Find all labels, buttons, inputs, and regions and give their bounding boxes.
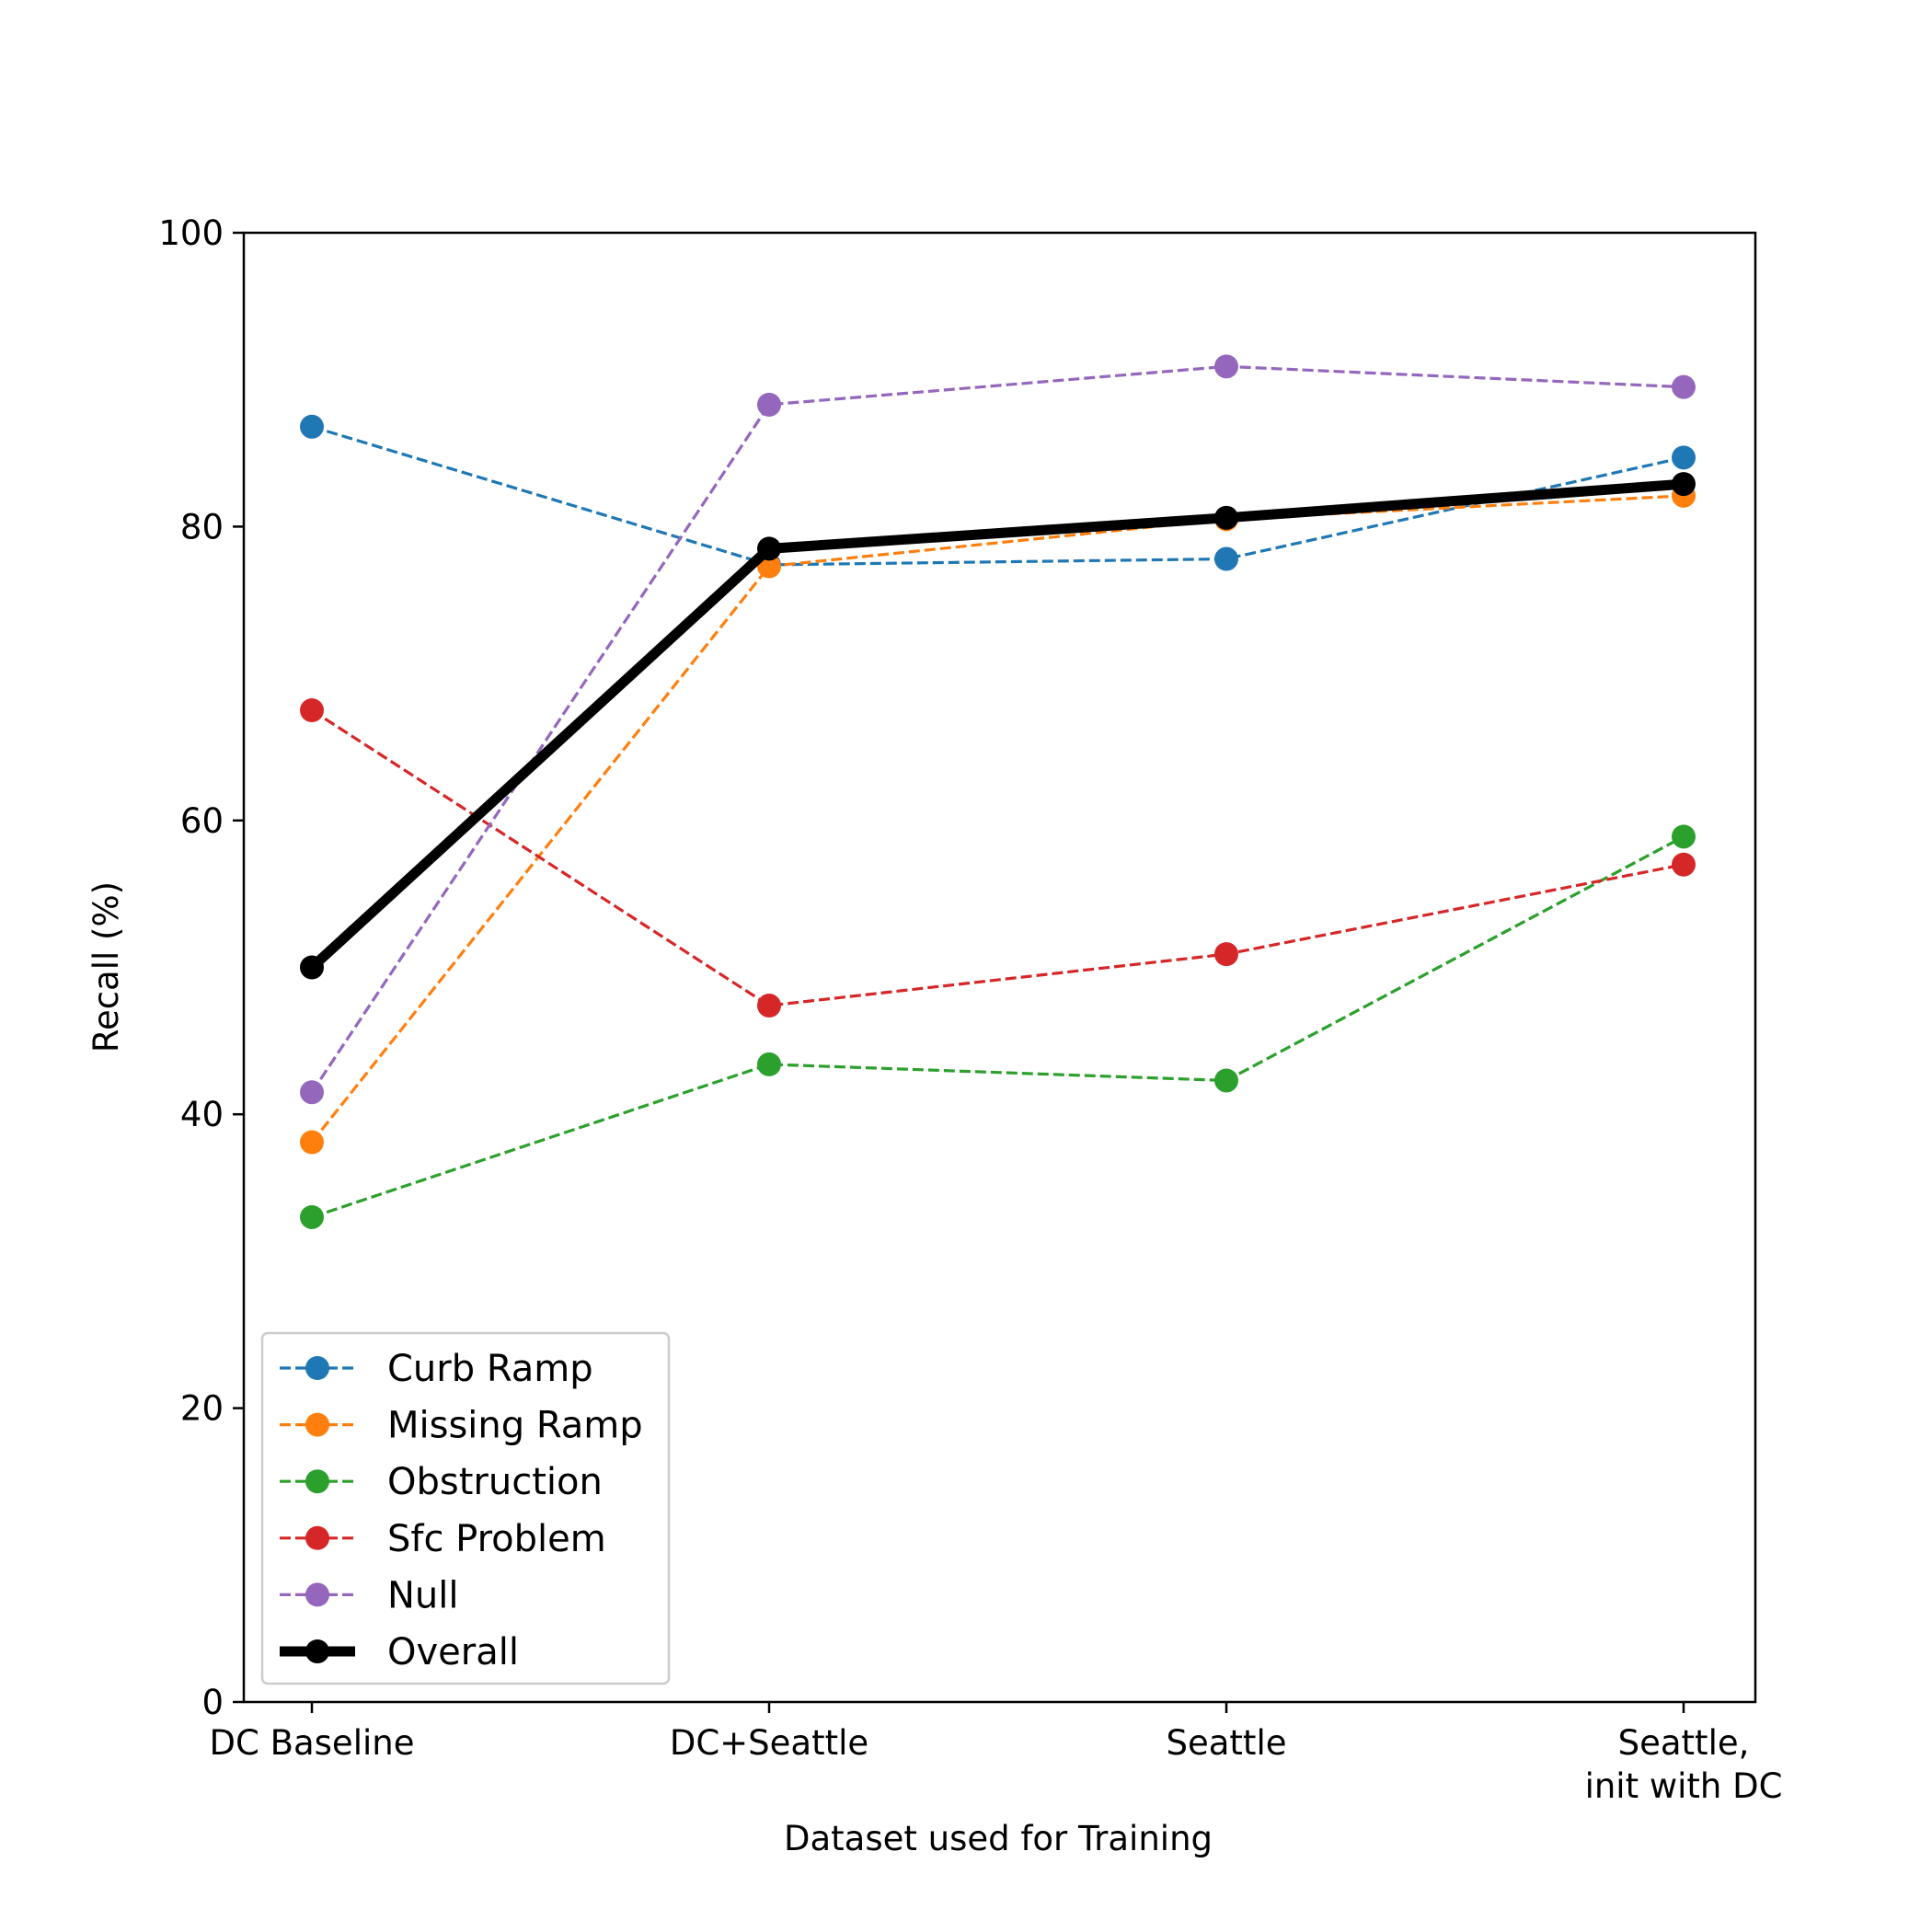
x-tick-label-3-line-0: Seattle, (1618, 1723, 1750, 1763)
series-line-null (310, 364, 1685, 1094)
point-sfc-problem-0 (300, 698, 324, 723)
point-null-1 (757, 392, 781, 417)
point-obstruction-0 (300, 1204, 324, 1229)
point-overall-3 (1672, 472, 1696, 497)
series-line-sfc-problem (311, 708, 1685, 1007)
y-axis: 0 20 40 60 80 100 (158, 213, 244, 1722)
point-curb-ramp-2 (1214, 546, 1238, 571)
series-sfc-problem (300, 698, 1696, 1018)
point-obstruction-2 (1214, 1068, 1238, 1093)
point-sfc-problem-1 (757, 994, 781, 1018)
series-line-missing-ramp (310, 494, 1685, 1144)
y-tick-label-2: 40 (180, 1095, 224, 1134)
legend-marker-overall (305, 1639, 329, 1663)
legend-label-missing-ramp: Missing Ramp (387, 1405, 643, 1447)
point-curb-ramp-0 (300, 414, 324, 439)
legend-label-sfc-problem: Sfc Problem (387, 1518, 606, 1560)
point-overall-2 (1214, 505, 1238, 530)
x-tick-label-0: DC Baseline (210, 1723, 415, 1763)
legend-marker-curb-ramp (305, 1356, 329, 1380)
point-overall-1 (757, 536, 781, 561)
x-tick-label-1: DC+Seattle (670, 1723, 868, 1763)
legend-item-curb-ramp: Curb Ramp (280, 1348, 593, 1390)
series-line-overall (308, 478, 1685, 972)
point-obstruction-3 (1672, 824, 1696, 849)
y-tick-label-5: 100 (158, 213, 224, 253)
point-obstruction-1 (757, 1052, 781, 1076)
legend-item-null: Null (280, 1574, 459, 1616)
x-tick-label-3-line-1: init with DC (1585, 1766, 1783, 1806)
legend-items: Curb Ramp Missing Ramp Obstruction Sfc Prob… (280, 1348, 643, 1673)
y-axis-title: Recall (%) (86, 881, 126, 1052)
legend-label-null: Null (387, 1574, 459, 1616)
point-sfc-problem-2 (1214, 942, 1238, 967)
legend-item-sfc-problem: Sfc Problem (280, 1518, 606, 1560)
series-line-curb-ramp (311, 425, 1685, 567)
legend-item-overall: Overall (280, 1631, 519, 1673)
series-line-obstruction (311, 834, 1685, 1219)
point-sfc-problem-3 (1672, 852, 1696, 877)
plot-frame (242, 231, 1757, 1704)
legend-item-missing-ramp: Missing Ramp (280, 1405, 643, 1447)
series-obstruction (300, 824, 1696, 1229)
point-curb-ramp-3 (1672, 445, 1696, 470)
y-tick-label-3: 60 (180, 801, 224, 841)
point-missing-ramp-0 (300, 1130, 324, 1155)
legend-marker-missing-ramp (305, 1412, 329, 1437)
point-overall-0 (300, 955, 324, 980)
series-null (300, 354, 1696, 1105)
legend-marker-null (305, 1582, 329, 1607)
legend-marker-obstruction (305, 1469, 329, 1494)
legend-marker-sfc-problem (305, 1525, 329, 1550)
point-null-3 (1672, 374, 1696, 399)
point-null-0 (300, 1080, 324, 1105)
x-axis-title: Dataset used for Training (784, 1819, 1213, 1858)
legend-item-obstruction: Obstruction (280, 1461, 603, 1503)
legend-label-obstruction: Obstruction (387, 1461, 603, 1503)
x-axis: DC Baseline DC+Seattle Seattle Seattle,init… (210, 1702, 1783, 1806)
legend-label-overall: Overall (387, 1631, 519, 1673)
series-layer (300, 354, 1696, 1229)
point-null-2 (1214, 354, 1238, 379)
y-tick-label-4: 80 (180, 507, 224, 546)
legend-frame (260, 1331, 671, 1685)
y-tick-label-1: 20 (180, 1389, 224, 1429)
x-tick-label-2: Seattle (1167, 1723, 1287, 1763)
series-overall (300, 472, 1696, 980)
legend: Curb Ramp Missing Ramp Obstruction Sfc Prob… (260, 1331, 671, 1685)
legend-label-curb-ramp: Curb Ramp (387, 1348, 593, 1390)
y-tick-label-0: 0 (201, 1683, 224, 1722)
